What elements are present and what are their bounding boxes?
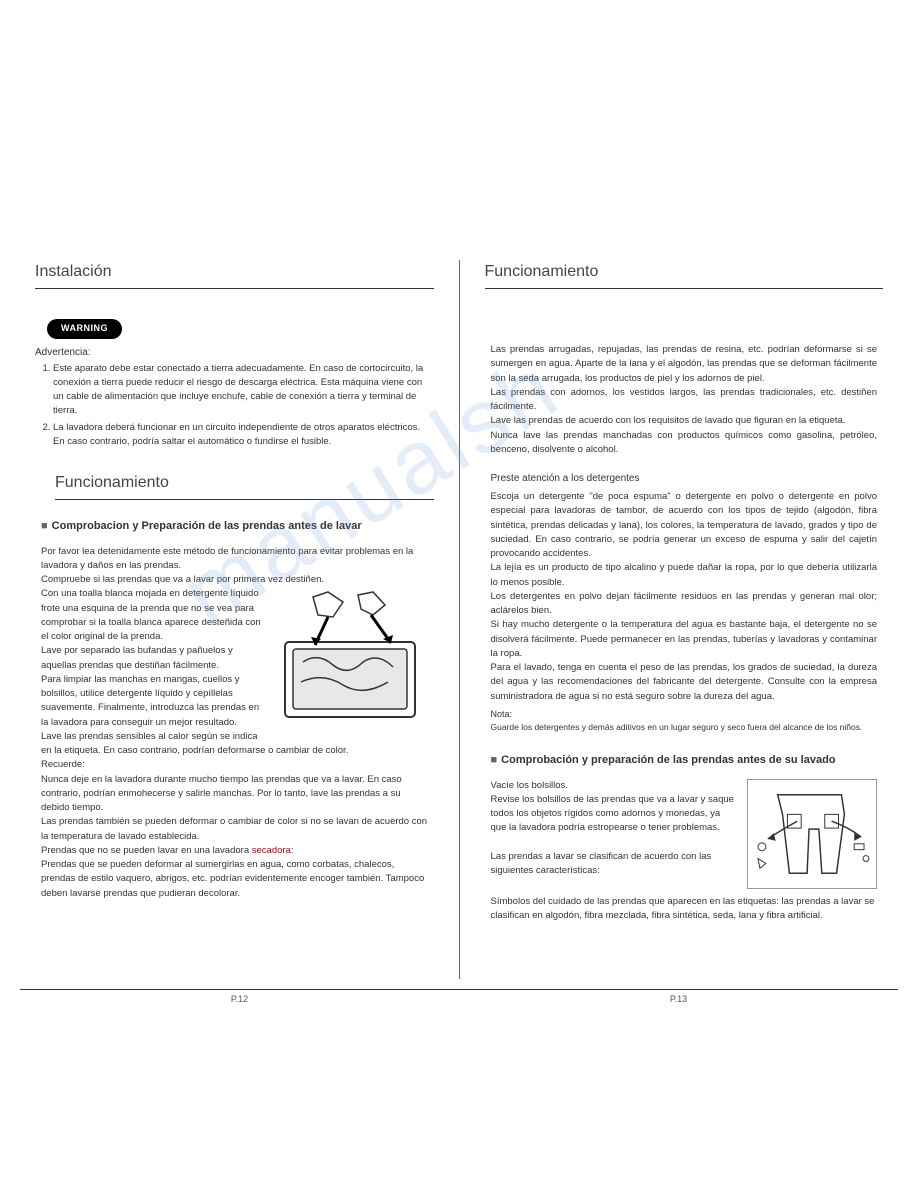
pockets-block: Vacíe los bolsillos. Revise los bolsillo… xyxy=(491,779,878,924)
page-spread: Instalación WARNING Advertencia: Este ap… xyxy=(20,260,898,990)
page-divider xyxy=(459,260,460,979)
section-title-instalacion: Instalación xyxy=(35,260,434,289)
subsection-comprobacion: ■Comprobacion y Preparación de las prend… xyxy=(41,518,434,535)
section-title-funcionamiento-r: Funcionamiento xyxy=(485,260,884,289)
advertencia-list: Este aparato debe estar conectado a tier… xyxy=(53,362,434,450)
page-left: Instalación WARNING Advertencia: Este ap… xyxy=(20,260,449,979)
nota-text: Guarde los detergentes y demás aditivos … xyxy=(491,721,878,734)
advertencia-label: Advertencia: xyxy=(35,345,434,360)
para-dryer: Prendas que no se pueden lavar en una la… xyxy=(41,844,428,858)
adv-item-2: La lavadora deberá funcionar en un circu… xyxy=(53,421,434,450)
para-chemicals: Nunca lave las prendas manchadas con pro… xyxy=(491,429,878,458)
subsection-comprobacion-r: ■Comprobación y preparación de las prend… xyxy=(491,752,884,769)
para-bleach: La lejía es un producto de tipo alcalino… xyxy=(491,561,878,590)
flow-with-image: Con una toalla blanca mojada en detergen… xyxy=(41,587,428,758)
section-title-funcionamiento: Funcionamiento xyxy=(55,471,434,500)
para-heat: Lave las prendas sensibles al calor segú… xyxy=(41,730,428,759)
para-never-leave: Nunca deje en la lavadora durante mucho … xyxy=(41,773,428,816)
right-intro-block: Las prendas arrugadas, repujadas, las pr… xyxy=(491,343,878,734)
para-ornaments: Las prendas con adornos, los vestidos la… xyxy=(491,386,878,415)
recuerde-label: Recuerde: xyxy=(41,758,428,772)
para-powder-residue: Los detergentes en polvo dejan fácilment… xyxy=(491,590,878,619)
subsection-label-r: Comprobación y preparación de las prenda… xyxy=(501,754,835,766)
subsection-label: Comprobacion y Preparación de las prenda… xyxy=(52,520,362,532)
content-block: Por favor lea detenidamente este método … xyxy=(41,545,428,901)
para-wrinkled: Las prendas arrugadas, repujadas, las pr… xyxy=(491,343,878,386)
nota-label: Nota: xyxy=(491,708,878,722)
adv-item-1: Este aparato debe estar conectado a tier… xyxy=(53,362,434,419)
para-symbols: Símbolos del cuidado de las prendas que … xyxy=(491,895,878,924)
para-intro: Por favor lea detenidamente este método … xyxy=(41,545,428,574)
para-label-req: Lave las prendas de acuerdo con los requ… xyxy=(491,414,878,428)
para-dissolve: Si hay mucho detergente o la temperatura… xyxy=(491,618,878,661)
para-check: Compruebe si las prendas que va a lavar … xyxy=(41,573,428,587)
subhead-detergents: Preste atención a los detergentes xyxy=(491,471,878,486)
pockets-illustration xyxy=(747,779,877,889)
warning-badge: WARNING xyxy=(47,319,122,339)
secadora-red: secadora: xyxy=(252,845,294,856)
para-deform: Las prendas también se pueden deformar o… xyxy=(41,815,428,844)
page-right: Funcionamiento Las prendas arrugadas, re… xyxy=(470,260,899,979)
para-deform-water: Prendas que se pueden deformar al sumerg… xyxy=(41,858,428,901)
pagenum-right: P.13 xyxy=(459,990,898,1004)
washing-illustration xyxy=(273,587,428,727)
para-detergent-choice: Escoja un detergente "de poca espuma" o … xyxy=(491,490,878,561)
para-water-hardness: Para el lavado, tenga en cuenta el peso … xyxy=(491,661,878,704)
page-numbers: P.12 P.13 xyxy=(20,990,898,1004)
pagenum-left: P.12 xyxy=(20,990,459,1004)
